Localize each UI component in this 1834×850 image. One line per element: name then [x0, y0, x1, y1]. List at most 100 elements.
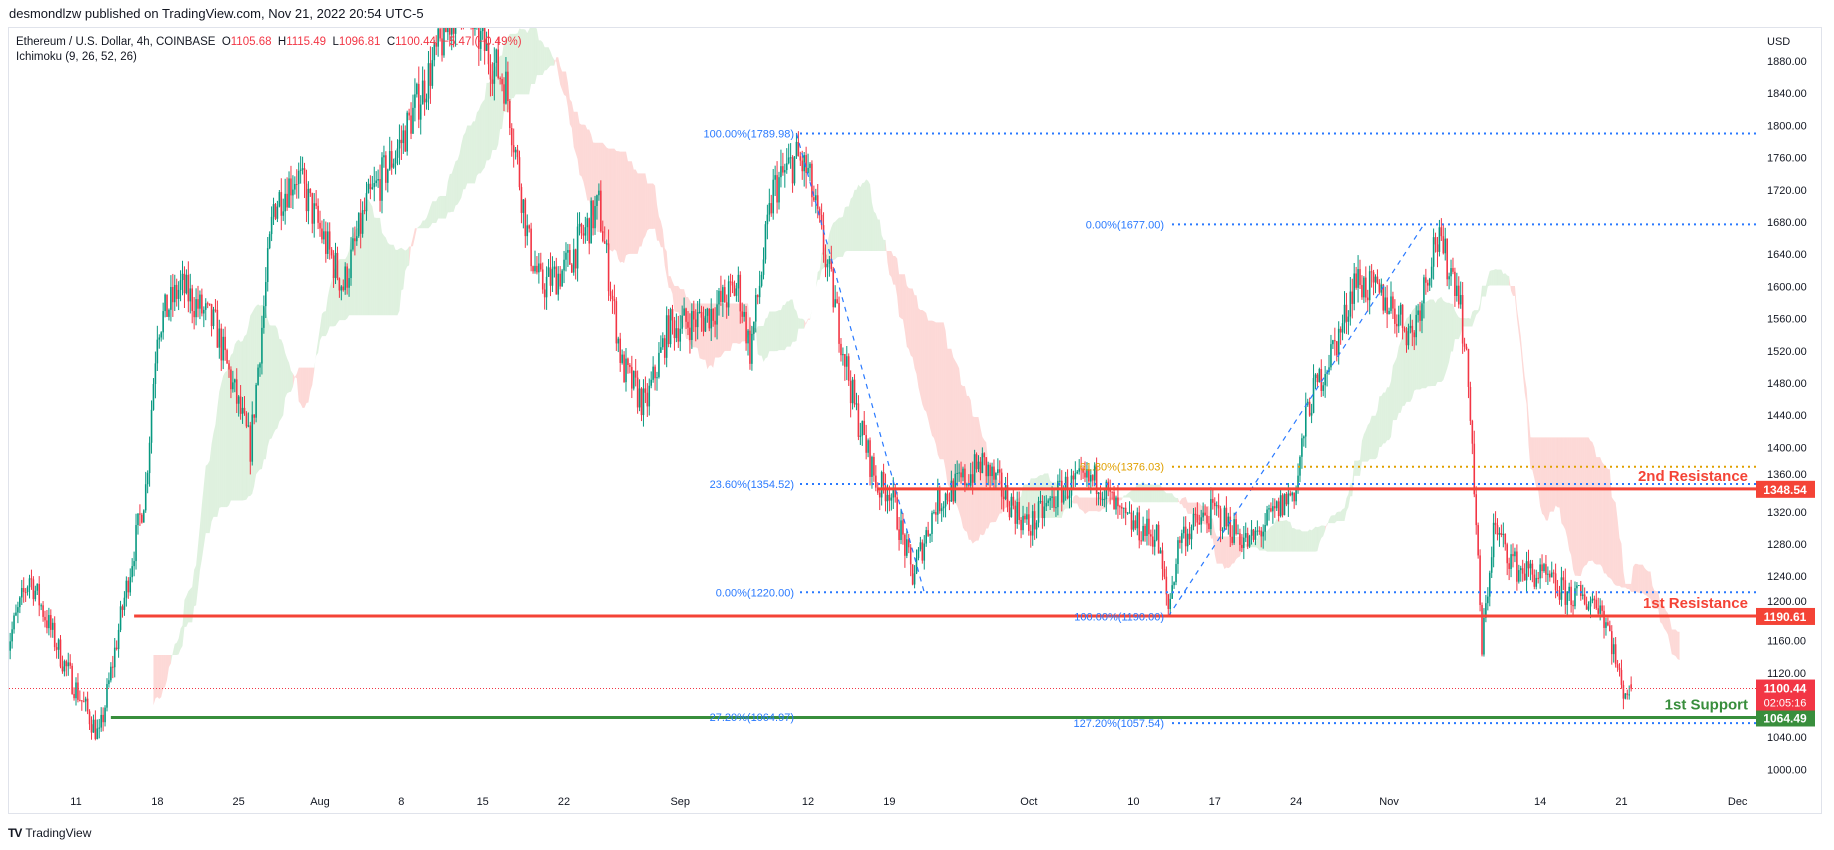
cloud-segment: [1528, 414, 1531, 469]
cloud-segment: [645, 173, 648, 237]
candle-body: [873, 456, 875, 476]
cloud-segment: [637, 173, 640, 254]
countdown-label: 02:05:16: [1764, 698, 1807, 710]
candle: [28, 574, 31, 599]
candle-body: [1475, 494, 1478, 526]
candle-body: [617, 338, 620, 344]
cloud-segment: [577, 111, 580, 176]
cloud-segment: [525, 29, 528, 95]
candle-body: [797, 141, 800, 157]
candle: [723, 279, 726, 303]
candle-body: [1564, 580, 1567, 605]
candle-body: [1250, 529, 1253, 536]
candle-body: [1217, 505, 1220, 509]
candle-body: [1243, 537, 1245, 548]
candle-body: [977, 461, 980, 470]
candle-body: [270, 216, 273, 235]
candle: [1442, 224, 1445, 255]
candle: [336, 246, 339, 281]
candle: [656, 371, 658, 391]
candle-body: [435, 42, 438, 47]
cloud-segment: [496, 58, 499, 150]
cloud-segment: [786, 301, 789, 347]
candle-body: [1184, 526, 1187, 547]
cloud-segment: [771, 311, 774, 352]
cloud-segment: [664, 247, 667, 277]
candle-body: [1413, 332, 1416, 338]
candle: [1630, 676, 1632, 692]
candle: [1153, 529, 1156, 556]
candle-body: [925, 530, 927, 544]
cloud-segment: [302, 367, 305, 409]
price-axis[interactable]: 1348.541190.611064.491100.4402:05:16USD1…: [1756, 36, 1815, 776]
cloud-segment: [875, 213, 878, 251]
time-axis[interactable]: 11 18 25 Aug 8 15 22 Sep 12 19 Oct 10 17 24 Nov 14 21 Dec: [70, 796, 1748, 808]
candle: [650, 371, 652, 389]
cloud-segment: [1086, 497, 1089, 513]
cloud-segment: [1532, 437, 1535, 479]
cloud-segment: [240, 340, 243, 501]
cloud-segment: [292, 373, 295, 387]
candle: [1498, 527, 1501, 547]
candle-body: [1053, 496, 1055, 508]
candle: [735, 282, 738, 302]
candle-body: [1246, 533, 1249, 547]
candle-body: [1095, 465, 1098, 495]
candle: [1405, 326, 1408, 353]
cloud-segment: [879, 219, 882, 251]
candle-body: [1485, 603, 1487, 618]
candle-body: [67, 662, 70, 667]
cloud-segment: [1389, 381, 1391, 441]
candle-body: [1370, 271, 1373, 273]
cloud-segment: [1385, 387, 1388, 444]
candle-body: [1405, 331, 1408, 346]
candle-body: [133, 561, 135, 567]
cloud-segment: [1485, 277, 1488, 297]
cloud-segment: [1183, 496, 1186, 509]
time-tick-label: 17: [1209, 796, 1221, 808]
candle-body: [530, 228, 532, 267]
candle: [1206, 506, 1208, 534]
candle-body: [993, 466, 995, 480]
cloud-segment: [271, 325, 274, 439]
cloud-segment: [1611, 497, 1614, 584]
symbol-legend[interactable]: Ethereum / U.S. Dollar, 4h, COINBASE O11…: [16, 35, 522, 50]
price-tag: [1756, 480, 1815, 498]
candle: [326, 222, 329, 259]
candle-body: [239, 396, 242, 414]
cloud-segment: [1458, 317, 1461, 340]
candle: [1564, 568, 1567, 614]
cloud-segment: [732, 303, 735, 344]
cloud-segment: [1381, 392, 1384, 447]
candle: [437, 28, 439, 57]
candle-body: [1415, 314, 1417, 338]
candle-body: [1365, 277, 1367, 298]
candle-body: [1494, 522, 1497, 526]
candle: [896, 491, 898, 531]
candle: [342, 279, 345, 292]
cloud-segment: [1592, 442, 1595, 564]
candle: [499, 76, 501, 85]
candle: [611, 289, 614, 314]
candle: [507, 61, 509, 113]
cloud-segment: [914, 295, 917, 375]
candle: [1454, 267, 1456, 307]
candle-body: [497, 49, 499, 78]
cloud-segment: [860, 183, 863, 251]
candle-body: [569, 249, 571, 265]
candle-body: [789, 157, 792, 159]
candle: [1082, 466, 1084, 479]
candle: [1217, 493, 1220, 518]
cloud-segment: [852, 189, 855, 251]
cloud-segment: [626, 151, 628, 256]
fib-level-label: 0.00%(1220.00): [716, 587, 794, 599]
candle: [989, 462, 991, 488]
candle-body: [448, 28, 451, 35]
candle: [1531, 559, 1534, 583]
indicator-legend[interactable]: Ichimoku (9, 26, 52, 26): [16, 51, 137, 63]
candle: [1370, 264, 1373, 288]
candle-body: [1529, 563, 1532, 569]
candle: [185, 269, 188, 295]
candle: [586, 212, 589, 242]
